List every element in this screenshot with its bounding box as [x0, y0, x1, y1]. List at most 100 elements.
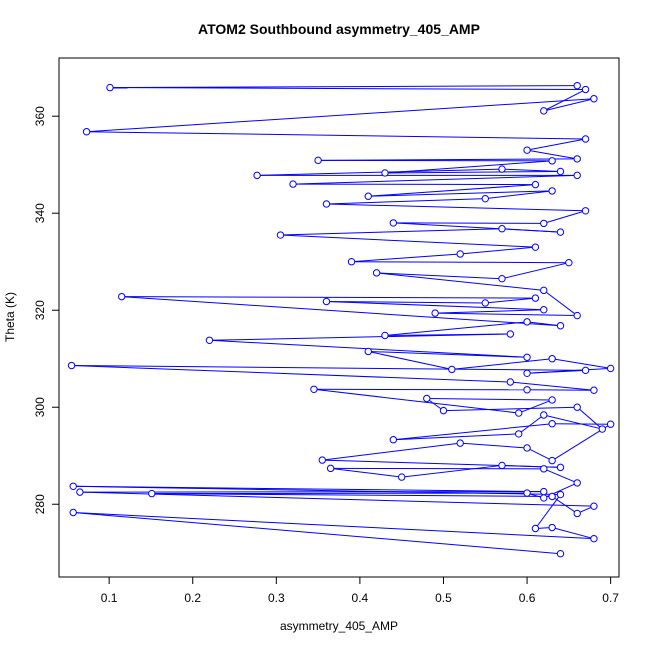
data-point	[326, 464, 335, 473]
data-point	[573, 311, 581, 320]
x-tick-label: 0.1	[101, 591, 118, 605]
data-point	[598, 425, 606, 433]
series-segment	[280, 234, 536, 248]
data-point	[606, 364, 615, 373]
data-point	[276, 231, 285, 239]
series-segment	[384, 160, 553, 174]
series-segment	[86, 98, 594, 133]
series-segment	[485, 297, 536, 304]
x-tick-label: 0.7	[602, 591, 619, 605]
data-point	[347, 258, 356, 266]
series-segment	[460, 442, 528, 449]
data-point	[481, 299, 489, 307]
data-point	[389, 436, 398, 444]
data-point	[310, 385, 318, 393]
series-segment	[151, 493, 553, 497]
data-point	[565, 258, 573, 267]
series-segment	[322, 442, 461, 461]
chart-title: ATOM2 Southbound asymmetry_405_AMP	[198, 21, 480, 37]
series-segment	[443, 406, 578, 412]
series-segment	[79, 491, 594, 507]
data-point	[314, 156, 322, 165]
data-point	[431, 309, 439, 317]
data-point	[117, 292, 126, 301]
data-point	[364, 192, 372, 200]
x-tick-label: 0.4	[352, 591, 369, 605]
series-segment	[384, 321, 528, 336]
data-point	[590, 502, 598, 510]
data-point	[498, 225, 506, 233]
data-point	[581, 366, 590, 375]
data-point	[531, 243, 540, 251]
data-point	[381, 331, 389, 340]
data-point	[531, 180, 540, 189]
data-point	[590, 534, 598, 543]
series-segment	[73, 485, 544, 493]
series-segment	[527, 367, 611, 374]
data-point	[540, 219, 548, 228]
series-segment	[543, 98, 595, 112]
data-point	[531, 524, 540, 533]
y-axis-label: Theta (K)	[3, 292, 17, 342]
series-segment	[121, 296, 536, 299]
y-tick-label: 360	[33, 106, 47, 126]
series-segment	[518, 399, 553, 414]
series-segment	[576, 406, 603, 430]
series-segment	[257, 168, 502, 176]
series-segment	[526, 447, 553, 462]
data-point	[606, 420, 615, 428]
data-point	[364, 347, 372, 356]
data-point	[540, 107, 548, 115]
data-point	[540, 494, 548, 502]
x-axis-label: asymmetry_405_AMP	[280, 619, 398, 633]
series-segment	[351, 253, 461, 263]
data-point	[573, 155, 581, 163]
data-point	[498, 165, 506, 173]
data-point	[581, 135, 590, 143]
data-point	[82, 128, 91, 136]
series-segment	[313, 388, 519, 414]
data-point	[548, 492, 556, 501]
series-segment	[393, 222, 561, 233]
series-segment	[280, 228, 502, 236]
data-point	[423, 394, 431, 403]
data-point	[556, 490, 565, 499]
data-point	[515, 409, 523, 417]
series-segment	[485, 190, 553, 200]
series-segment	[318, 158, 578, 161]
series-segment	[393, 423, 553, 441]
data-point	[523, 318, 531, 326]
data-point	[381, 169, 389, 177]
data-point	[69, 508, 77, 517]
series-segment	[518, 414, 545, 435]
data-point	[573, 479, 581, 487]
data-point	[69, 482, 77, 490]
data-point	[322, 297, 331, 306]
x-tick-label: 0.5	[435, 591, 452, 605]
series-segment	[368, 190, 553, 197]
series-segment	[543, 89, 586, 112]
data-point	[523, 146, 531, 154]
series-segment	[552, 527, 595, 540]
series-segment	[426, 398, 553, 401]
series-points	[67, 81, 615, 558]
series-segment	[401, 464, 503, 478]
data-point	[506, 378, 515, 386]
data-point	[540, 306, 548, 314]
y-axis: 280 300 320 340 360	[33, 106, 60, 514]
data-point	[498, 274, 506, 283]
series-segment	[435, 312, 578, 317]
data-point	[556, 463, 565, 472]
y-tick-label: 320	[33, 300, 47, 320]
data-point	[590, 95, 598, 103]
data-point	[148, 489, 156, 498]
series-segment	[501, 262, 569, 280]
data-point	[372, 269, 381, 277]
series-segment	[73, 511, 594, 540]
series-segment	[543, 289, 578, 316]
data-point	[523, 489, 531, 497]
series-segment	[109, 87, 586, 91]
data-point	[523, 386, 531, 394]
data-point	[548, 420, 556, 428]
